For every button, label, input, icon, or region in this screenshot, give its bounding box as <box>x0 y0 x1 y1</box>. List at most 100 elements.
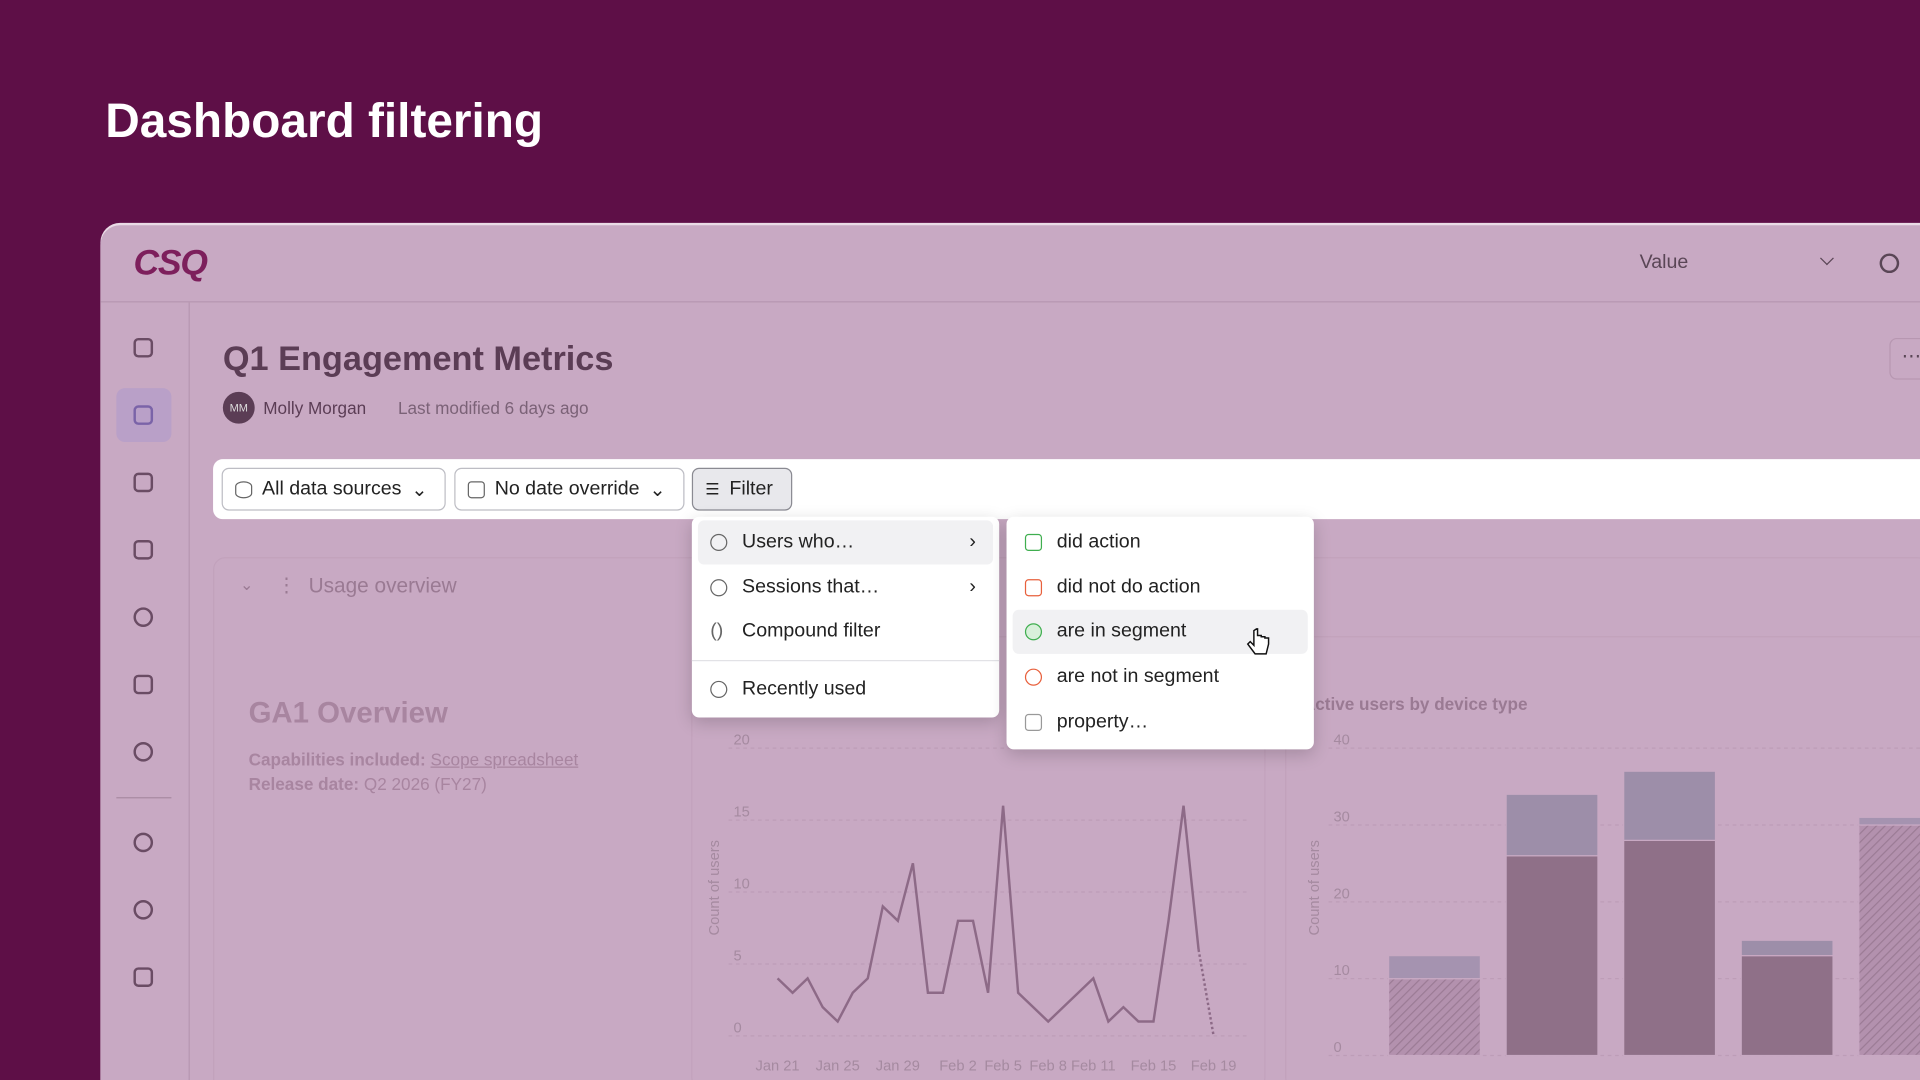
db-icon <box>235 480 253 498</box>
bar-segment <box>1505 793 1599 857</box>
cap-line: Capabilities included: Scope spreadsheet <box>249 749 579 769</box>
menu-item[interactable]: () Compound filter <box>698 610 993 654</box>
menu-item[interactable]: Users who… › <box>697 520 994 565</box>
bar-segment <box>1387 955 1482 980</box>
divider <box>691 660 1000 662</box>
nav-home[interactable] <box>133 337 154 358</box>
icon <box>1024 713 1043 732</box>
nav-heat[interactable] <box>133 607 154 627</box>
header-border <box>100 301 1920 303</box>
y-tick-label: 40 <box>1333 733 1349 749</box>
icon <box>1024 668 1043 686</box>
x-tick-label: Feb 5 <box>984 1058 1022 1074</box>
sidebar-divider <box>116 797 172 799</box>
filter-button[interactable]: ☰ Filter <box>691 467 793 511</box>
icon <box>1024 579 1043 597</box>
bar-segment <box>1623 770 1717 841</box>
cap-label: Capabilities included: <box>248 749 426 769</box>
nav-journeys[interactable] <box>133 674 154 695</box>
more-button[interactable]: ⋯ <box>1889 337 1920 380</box>
section-title: Usage overview <box>308 574 457 598</box>
x-tick-label: Jan 21 <box>755 1058 799 1074</box>
filter-menu: Users who… › Sessions that… › () Compound f… <box>691 516 1000 718</box>
icon <box>710 579 728 597</box>
label: Users who… <box>742 531 855 553</box>
cap-link[interactable]: Scope spreadsheet <box>430 749 579 769</box>
line-partial <box>1197 949 1215 1037</box>
label: property… <box>1056 711 1149 733</box>
chevron: ⌄ <box>411 479 428 501</box>
label: Filter <box>729 478 773 499</box>
menu-item[interactable]: Sessions that… › <box>698 566 993 610</box>
release: Q2 2026 (FY27) <box>363 773 487 794</box>
bar-segment <box>1623 839 1717 1057</box>
x-tick-label: Feb 19 <box>1191 1058 1237 1074</box>
menu-item[interactable]: property… <box>1013 700 1308 744</box>
y-tick-label: 10 <box>733 877 749 893</box>
filter-icon: ☰ <box>705 479 720 498</box>
x-tick-label: Feb 2 <box>939 1058 977 1074</box>
label: are in segment <box>1056 620 1187 642</box>
value-select[interactable]: Value <box>1639 252 1689 274</box>
menu-item[interactable]: did not do action <box>1013 566 1308 610</box>
nav-replay[interactable] <box>133 900 154 920</box>
y-axis-title: Count of users <box>707 840 723 936</box>
nav-docs[interactable] <box>133 967 154 987</box>
cursor <box>1246 628 1270 655</box>
y-tick-label: 20 <box>1333 886 1349 902</box>
nav-add-user[interactable] <box>133 742 154 762</box>
menu-item[interactable]: Recently used <box>698 667 993 711</box>
avatar: MM <box>222 391 255 424</box>
bar-card <box>1285 636 1920 1080</box>
sidebar-active <box>116 388 172 443</box>
y-tick-label: 15 <box>733 805 749 821</box>
label: did action <box>1056 531 1141 553</box>
y-axis-title: Count of users <box>1307 840 1323 936</box>
modified: Last modified 6 days ago <box>397 397 589 418</box>
chevron: ⌄ <box>649 479 666 501</box>
label: Compound filter <box>742 620 881 642</box>
bar-segment <box>1740 939 1834 957</box>
calendar-icon <box>467 480 485 498</box>
bar-segment <box>1740 955 1834 1057</box>
collapse[interactable]: ⌄ <box>240 575 254 594</box>
menu-item[interactable]: are not in segment <box>1013 655 1308 699</box>
sources-button[interactable]: All data sources ⌄ <box>221 467 446 511</box>
x-tick-label: Jan 29 <box>876 1058 920 1074</box>
y-tick-label: 0 <box>1333 1040 1341 1056</box>
nav-users[interactable] <box>133 832 154 853</box>
nav-trends[interactable] <box>133 472 154 493</box>
drag-handle[interactable]: ⋮ <box>276 575 297 597</box>
x-tick-label: Feb 15 <box>1131 1058 1177 1074</box>
label: Sessions that… <box>742 576 880 598</box>
y-tick-label: 30 <box>1333 810 1349 826</box>
x-tick-label: Jan 25 <box>816 1058 860 1074</box>
label: All data sources <box>262 478 402 499</box>
settings-icon[interactable] <box>1879 253 1900 274</box>
y-tick-label: 20 <box>733 733 749 749</box>
y-tick-label: 10 <box>1333 963 1349 979</box>
x-tick-label: Feb 8 <box>1029 1058 1067 1074</box>
bar-segment <box>1387 978 1482 1057</box>
label: No date override <box>494 478 640 499</box>
release-label: Release date: <box>248 773 360 794</box>
menu-item[interactable]: did action <box>1013 520 1308 564</box>
icon <box>1024 533 1043 552</box>
bar-segment <box>1858 816 1920 826</box>
icon: () <box>710 620 724 642</box>
icon <box>710 680 728 698</box>
y-tick-label: 5 <box>733 949 741 965</box>
line <box>776 805 1200 1024</box>
icon <box>710 533 728 552</box>
nav-dashboards[interactable] <box>133 405 154 425</box>
x-tick-label: Feb 11 <box>1071 1058 1116 1074</box>
date-button[interactable]: No date override ⌄ <box>454 467 685 511</box>
bar-segment <box>1505 855 1599 1057</box>
dashboard-title: Q1 Engagement Metrics <box>222 339 614 378</box>
icon <box>1024 623 1043 641</box>
logo[interactable]: CSQ <box>133 243 207 283</box>
nav-bars[interactable] <box>133 540 154 560</box>
